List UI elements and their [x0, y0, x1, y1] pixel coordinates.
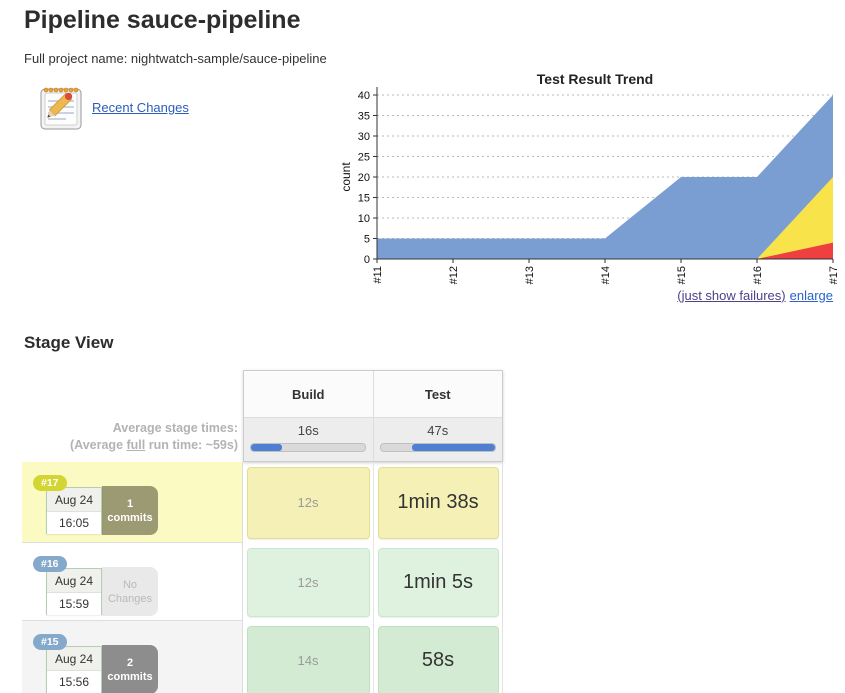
table-row: #17 Aug 24 16:05 1 commits 12s 1min 38s: [22, 462, 503, 543]
svg-text:35: 35: [358, 111, 370, 123]
test-average-bar: [379, 443, 496, 452]
run-time: 15:56: [47, 671, 101, 693]
stage-header-card: Build Test 16s 47s: [243, 370, 503, 462]
stage-cell-container: 14s: [243, 621, 374, 693]
build-badge[interactable]: #15: [33, 634, 67, 650]
run-changes-box[interactable]: 1 commits: [102, 486, 158, 535]
stage-column-test: Test: [424, 386, 451, 402]
svg-text:#11: #11: [372, 266, 384, 284]
svg-text:30: 30: [358, 131, 370, 143]
stage-cell-container: 1min 38s: [374, 462, 503, 543]
run-date-box[interactable]: Aug 24 15:59: [46, 568, 102, 615]
svg-text:5: 5: [364, 234, 370, 246]
stage-cell-build[interactable]: 14s: [246, 625, 370, 693]
full-project-name: Full project name: nightwatch-sample/sau…: [24, 51, 327, 66]
full-link[interactable]: full: [126, 438, 146, 452]
test-average-bar-fill: [411, 444, 495, 451]
run-changes-box[interactable]: No Changes: [102, 567, 158, 616]
test-average-cell: 47s: [374, 418, 503, 461]
build-average-bar-fill: [251, 444, 283, 451]
run-header-16: #16 Aug 24 15:59 No Changes: [22, 543, 243, 621]
recent-changes-link[interactable]: Recent Changes: [92, 100, 189, 115]
run-date-box[interactable]: Aug 24 16:05: [46, 487, 102, 534]
stage-cell-test[interactable]: 58s: [377, 625, 499, 693]
test-average-time: 47s: [427, 423, 449, 438]
trend-area-chart: Test Result Trend 0 5 10 15 20 25 30 35 40 #11 #12 #…: [339, 71, 840, 284]
enlarge-link[interactable]: enlarge: [789, 288, 833, 303]
page-title: Pipeline sauce-pipeline: [24, 6, 301, 34]
svg-text:0: 0: [364, 254, 370, 266]
average-stage-times-text: Average stage times:: [112, 421, 238, 435]
stage-cell-container: 12s: [243, 543, 374, 621]
stage-view-heading: Stage View: [24, 333, 114, 352]
run-date: Aug 24: [47, 569, 101, 593]
stage-cell-container: 58s: [374, 621, 503, 693]
stage-column-build: Build: [244, 371, 374, 417]
build-badge[interactable]: #16: [33, 556, 67, 572]
stage-cell-test[interactable]: 1min 38s: [377, 466, 499, 539]
run-header-15: #15 Aug 24 15:56 2 commits: [22, 621, 243, 693]
svg-text:20: 20: [358, 172, 370, 184]
table-row: #16 Aug 24 15:59 No Changes 12s 1min 5s: [22, 543, 503, 621]
average-times-label: Average stage times: (Average full run t…: [22, 420, 238, 454]
stage-cell-build[interactable]: 12s: [246, 547, 370, 617]
average-times-row: 16s 47s: [244, 418, 502, 461]
svg-text:count: count: [340, 162, 353, 192]
run-time: 15:59: [47, 593, 101, 615]
test-result-trend-chart: Test Result Trend 0 5 10 15 20 25 30 35 40 #11 #12 #…: [339, 68, 845, 293]
run-changes-box[interactable]: 2 commits: [102, 645, 158, 693]
build-badge[interactable]: #17: [33, 475, 67, 491]
svg-text:#12: #12: [448, 266, 460, 284]
show-failures-link[interactable]: (just show failures): [677, 288, 786, 303]
notepad-pencil-icon: [40, 87, 82, 130]
build-average-bar: [250, 443, 367, 452]
svg-text:#16: #16: [752, 266, 764, 284]
chart-links: (just show failures) enlarge: [677, 288, 833, 303]
svg-text:#17: #17: [828, 266, 840, 284]
svg-text:#14: #14: [600, 266, 612, 284]
svg-text:#15: #15: [676, 266, 688, 284]
svg-text:Test Result Trend: Test Result Trend: [537, 71, 653, 87]
stage-cell-build[interactable]: 12s: [246, 466, 370, 539]
stage-cell-container: 1min 5s: [374, 543, 503, 621]
stage-cell-test[interactable]: 1min 5s: [377, 547, 499, 617]
svg-text:#13: #13: [524, 266, 536, 284]
svg-text:40: 40: [358, 90, 370, 102]
run-header-17: #17 Aug 24 16:05 1 commits: [22, 462, 243, 543]
table-row: #15 Aug 24 15:56 2 commits 14s 58s: [22, 621, 503, 693]
run-date: Aug 24: [47, 488, 101, 512]
stage-grid: #17 Aug 24 16:05 1 commits 12s 1min 38s …: [22, 462, 503, 693]
build-average-cell: 16s: [244, 418, 374, 461]
svg-text:10: 10: [358, 213, 370, 225]
average-full-run-text: (Average full run time: ~59s): [69, 438, 238, 452]
svg-text:25: 25: [358, 152, 370, 164]
run-date-box[interactable]: Aug 24 15:56: [46, 646, 102, 693]
stage-cell-container: 12s: [243, 462, 374, 543]
build-average-time: 16s: [297, 423, 319, 438]
run-date: Aug 24: [47, 647, 101, 671]
run-time: 16:05: [47, 512, 101, 534]
stage-column-headers: Build Test: [244, 371, 502, 418]
svg-text:15: 15: [358, 193, 370, 205]
